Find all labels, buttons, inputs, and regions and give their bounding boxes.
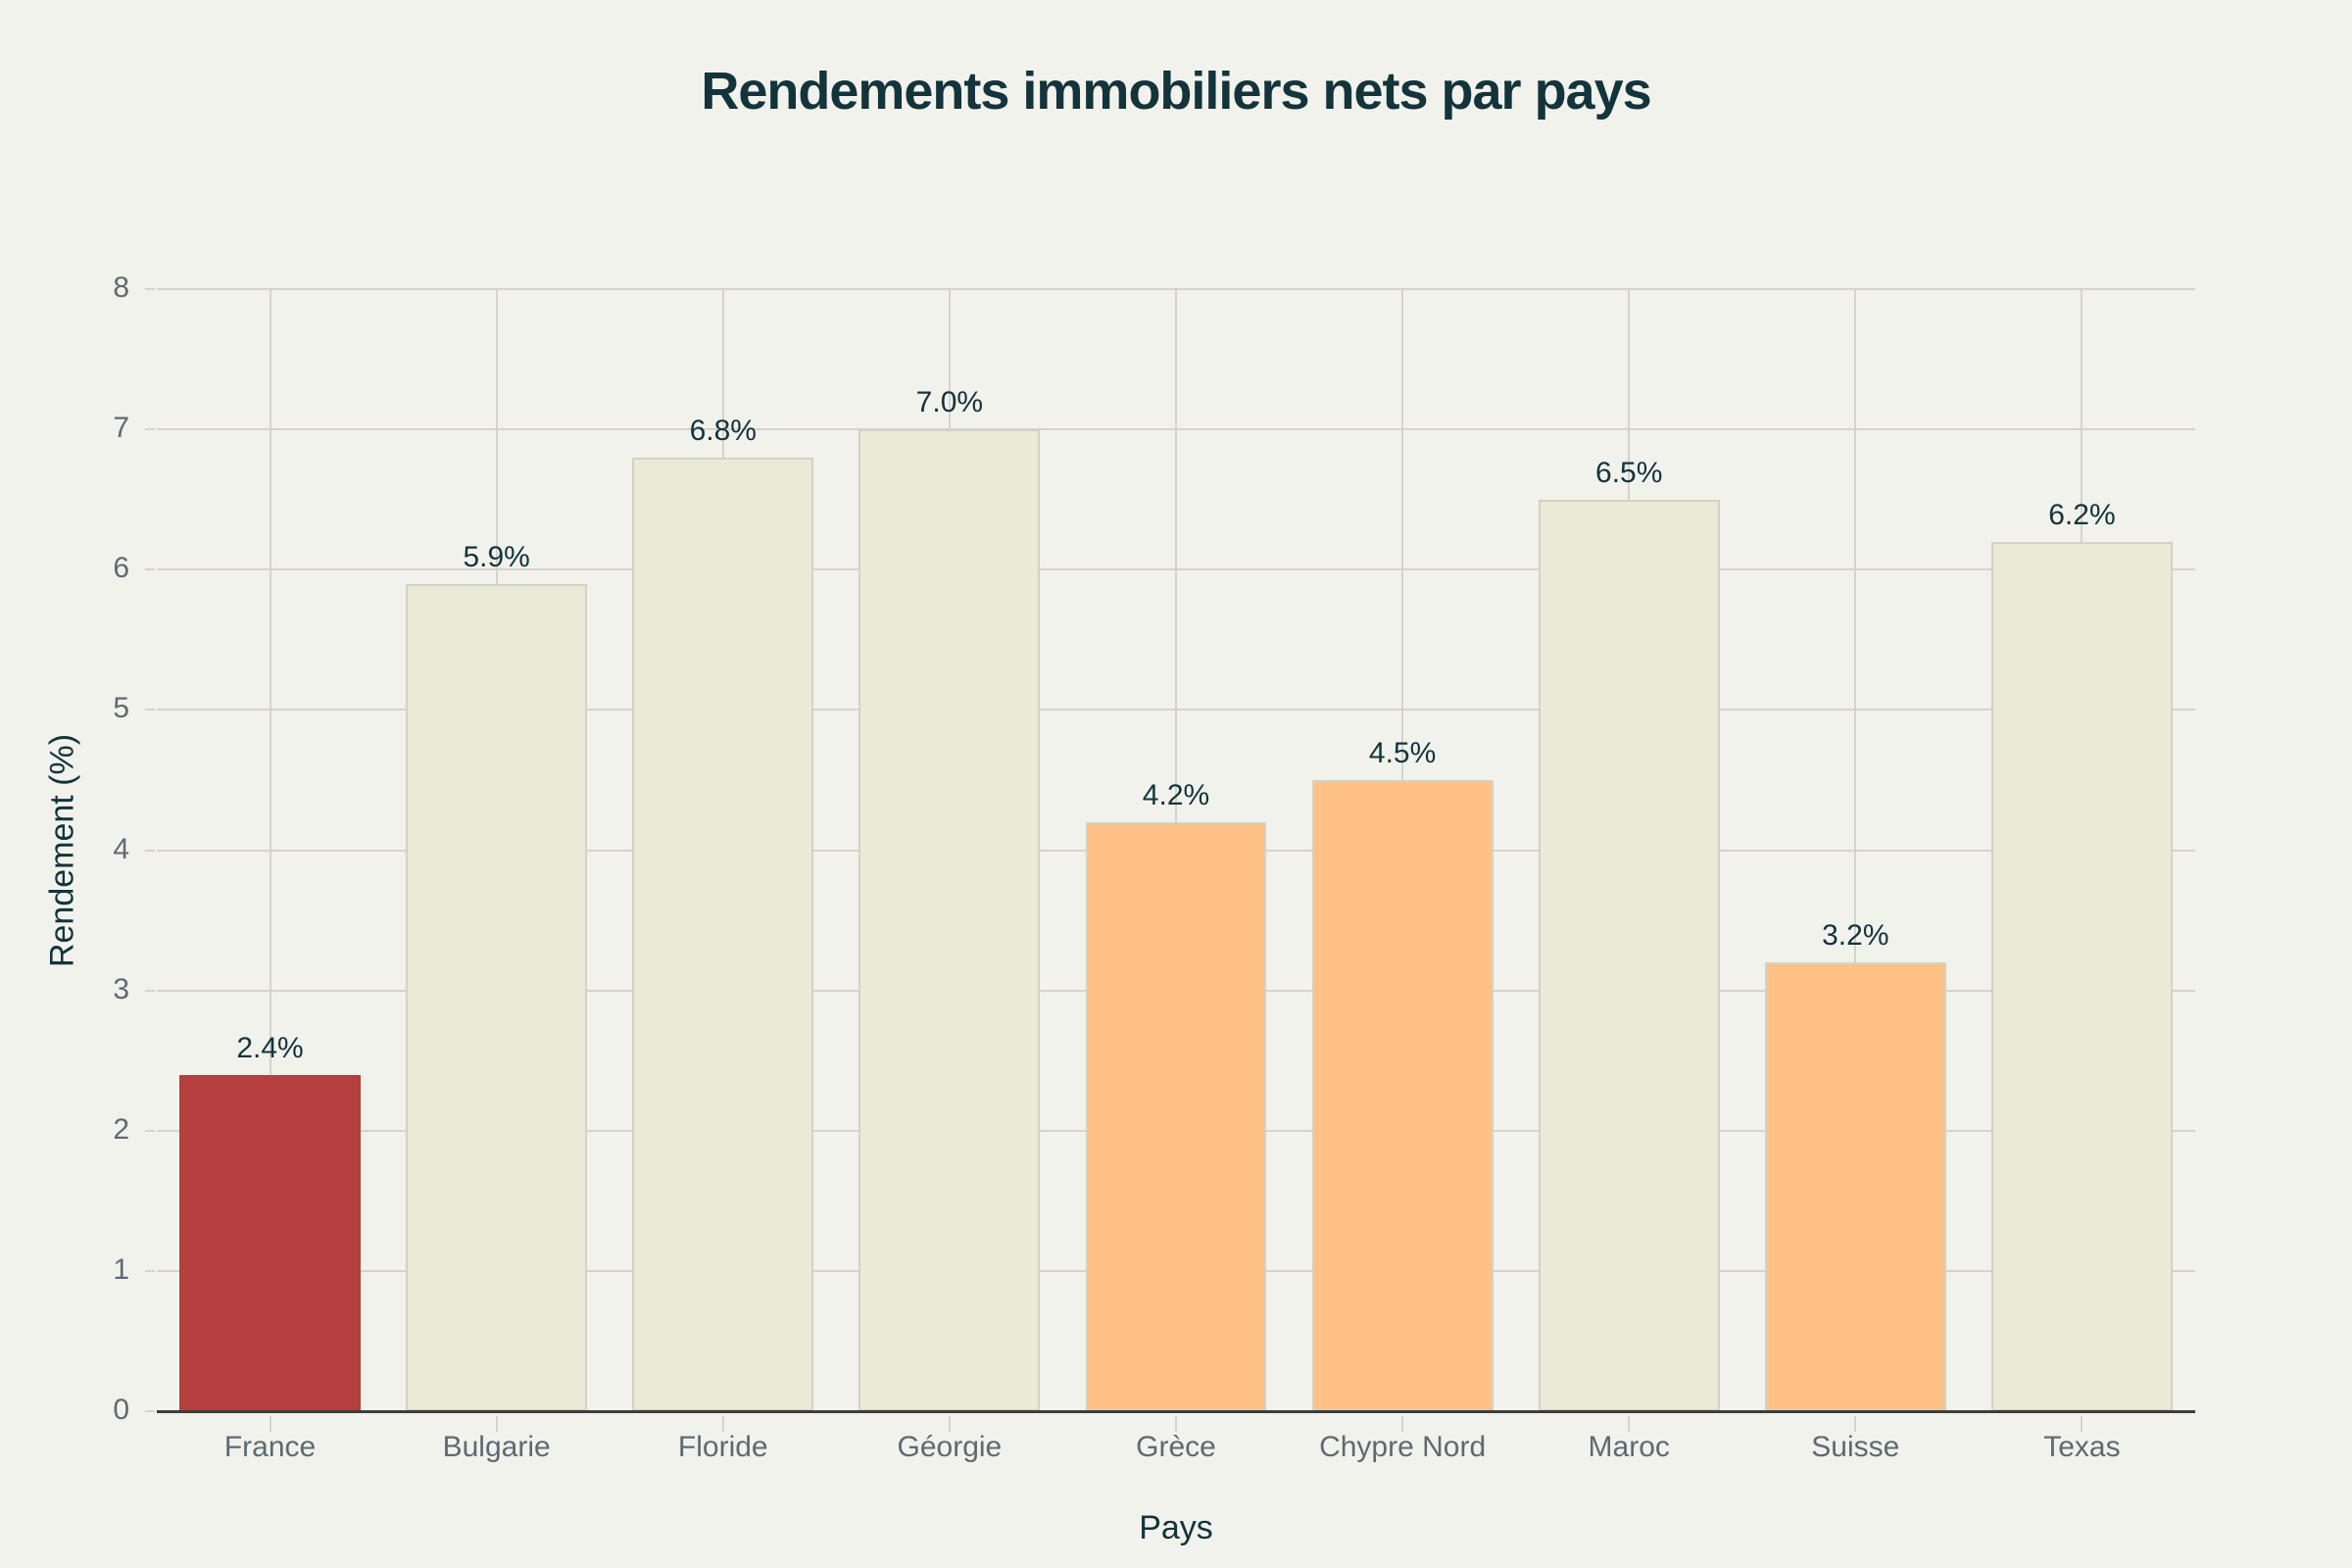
x-tick (2081, 1416, 2083, 1432)
bar-gr-ce[interactable] (1085, 821, 1267, 1411)
x-tick (1854, 1416, 1857, 1432)
y-tick (145, 849, 155, 852)
x-tick (269, 1416, 271, 1432)
x-tick-label: Suisse (1811, 1431, 1900, 1463)
bar-value-label: 4.2% (1142, 778, 1210, 811)
bar-value-label: 6.8% (689, 414, 757, 447)
x-tick-label: Bulgarie (442, 1431, 551, 1463)
chart-title: Rendements immobiliers nets par pays (701, 62, 1651, 121)
y-tick-label: 2 (113, 1112, 129, 1146)
bar-maroc[interactable] (1538, 499, 1720, 1411)
bar-value-label: 4.5% (1368, 736, 1437, 769)
x-gridline (269, 289, 271, 1411)
x-tick (495, 1416, 498, 1432)
y-tick (145, 709, 155, 711)
x-tick-label: Géorgie (897, 1431, 1003, 1463)
bar-france[interactable] (179, 1074, 361, 1411)
bar-value-label: 7.0% (915, 386, 984, 419)
y-tick-label: 6 (113, 552, 129, 585)
x-tick-label: Grèce (1136, 1431, 1216, 1463)
y-tick (145, 1129, 155, 1132)
bar-g-orgie[interactable] (858, 429, 1041, 1411)
bar-chypre-nord[interactable] (1311, 779, 1494, 1411)
x-tick (1401, 1416, 1404, 1432)
y-tick (145, 428, 155, 431)
x-tick-label: Texas (2043, 1431, 2121, 1463)
y-tick (145, 1410, 155, 1412)
y-tick-label: 4 (113, 832, 129, 865)
y-tick-label: 7 (113, 412, 129, 445)
y-tick (145, 1269, 155, 1272)
bar-floride[interactable] (632, 457, 814, 1411)
x-axis-line (157, 1410, 2195, 1413)
y-tick-label: 5 (113, 692, 129, 725)
bar-value-label: 2.4% (236, 1031, 304, 1064)
x-tick (1175, 1416, 1177, 1432)
bar-bulgarie[interactable] (406, 583, 588, 1411)
y-tick (145, 288, 155, 290)
bar-value-label: 6.2% (2048, 498, 2116, 531)
y-tick (145, 568, 155, 571)
x-gridline (1854, 289, 1857, 1411)
y-tick-label: 1 (113, 1252, 129, 1286)
y-tick (145, 989, 155, 992)
x-tick (721, 1416, 724, 1432)
x-tick-label: Chypre Nord (1319, 1431, 1487, 1463)
x-tick-label: Floride (677, 1431, 768, 1463)
bar-value-label: 5.9% (463, 540, 530, 573)
x-tick (1628, 1416, 1631, 1432)
x-tick-label: France (223, 1431, 317, 1463)
plot-area: 0 1 2 3 4 5 6 7 8 2.4% 5.9% 6.8% 7.0% 4.2% 4.5% 6.5% 3.2… (113, 271, 2195, 1432)
bar-value-label: 3.2% (1822, 919, 1889, 952)
bar-suisse[interactable] (1764, 962, 1946, 1411)
y-tick-label: 3 (113, 972, 129, 1005)
bar-texas[interactable] (1991, 541, 2173, 1411)
x-tick (948, 1416, 951, 1432)
y-tick-label: 0 (113, 1394, 129, 1426)
x-axis-title: Pays (1139, 1509, 1213, 1546)
y-tick-label: 8 (113, 271, 129, 304)
bar-value-label: 6.5% (1595, 456, 1663, 489)
x-tick-label: Maroc (1588, 1431, 1670, 1463)
